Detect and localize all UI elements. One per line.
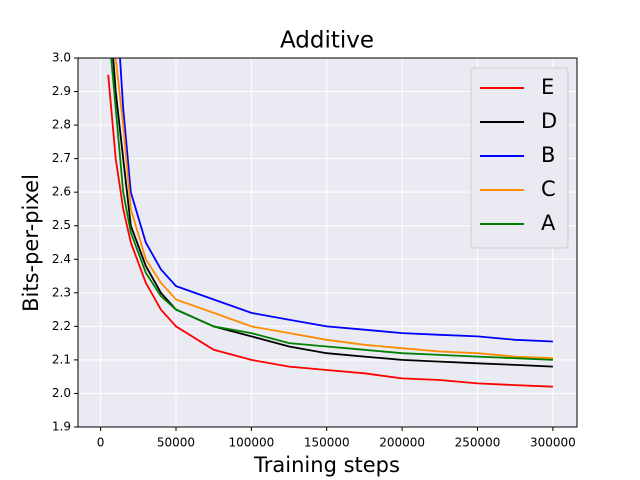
x-tick-label: 200000 — [379, 436, 425, 450]
y-tick-label: 2.5 — [52, 218, 71, 232]
chart-title: Additive — [280, 28, 374, 54]
x-tick-label: 0 — [97, 436, 105, 450]
x-axis-label: Training steps — [253, 453, 400, 477]
series-line — [114, 58, 553, 360]
y-tick-label: 2.8 — [52, 118, 71, 132]
x-tick-label: 150000 — [304, 436, 350, 450]
series-line — [107, 74, 553, 388]
legend-label: D — [541, 109, 557, 133]
x-tick-label: 250000 — [455, 436, 501, 450]
legend-label: A — [541, 211, 556, 235]
series-line — [110, 58, 553, 361]
legend-label: E — [541, 75, 554, 99]
y-tick-label: 2.0 — [52, 386, 71, 400]
y-tick-label: 3.0 — [52, 51, 71, 65]
x-tick-label: 100000 — [228, 436, 274, 450]
legend-label: B — [541, 143, 555, 167]
x-tick-label: 300000 — [530, 436, 576, 450]
axes-frame — [77, 57, 578, 428]
x-tick-label: 50000 — [157, 436, 195, 450]
axes: 1.9 2.0 2.1 2.2 2.3 2.4 2.5 2.6 2.7 2.8 2.9 3.0 0 500… — [52, 51, 578, 450]
y-tick-label: 1.9 — [52, 420, 71, 434]
y-axis-label: Bits-per-pixel — [19, 174, 43, 312]
lines — [107, 58, 553, 388]
legend-label: C — [541, 177, 556, 201]
series-line — [112, 58, 553, 368]
y-tick-label: 2.4 — [52, 252, 71, 266]
y-tick-label: 2.9 — [52, 84, 71, 98]
y-tick-label: 2.3 — [52, 285, 71, 299]
series-line — [119, 58, 553, 343]
y-tick-label: 2.7 — [52, 151, 71, 165]
legend-box — [470, 67, 569, 249]
y-tick-label: 2.2 — [52, 319, 71, 333]
y-tick-label: 2.6 — [52, 185, 71, 199]
y-tick-label: 2.1 — [52, 352, 71, 366]
